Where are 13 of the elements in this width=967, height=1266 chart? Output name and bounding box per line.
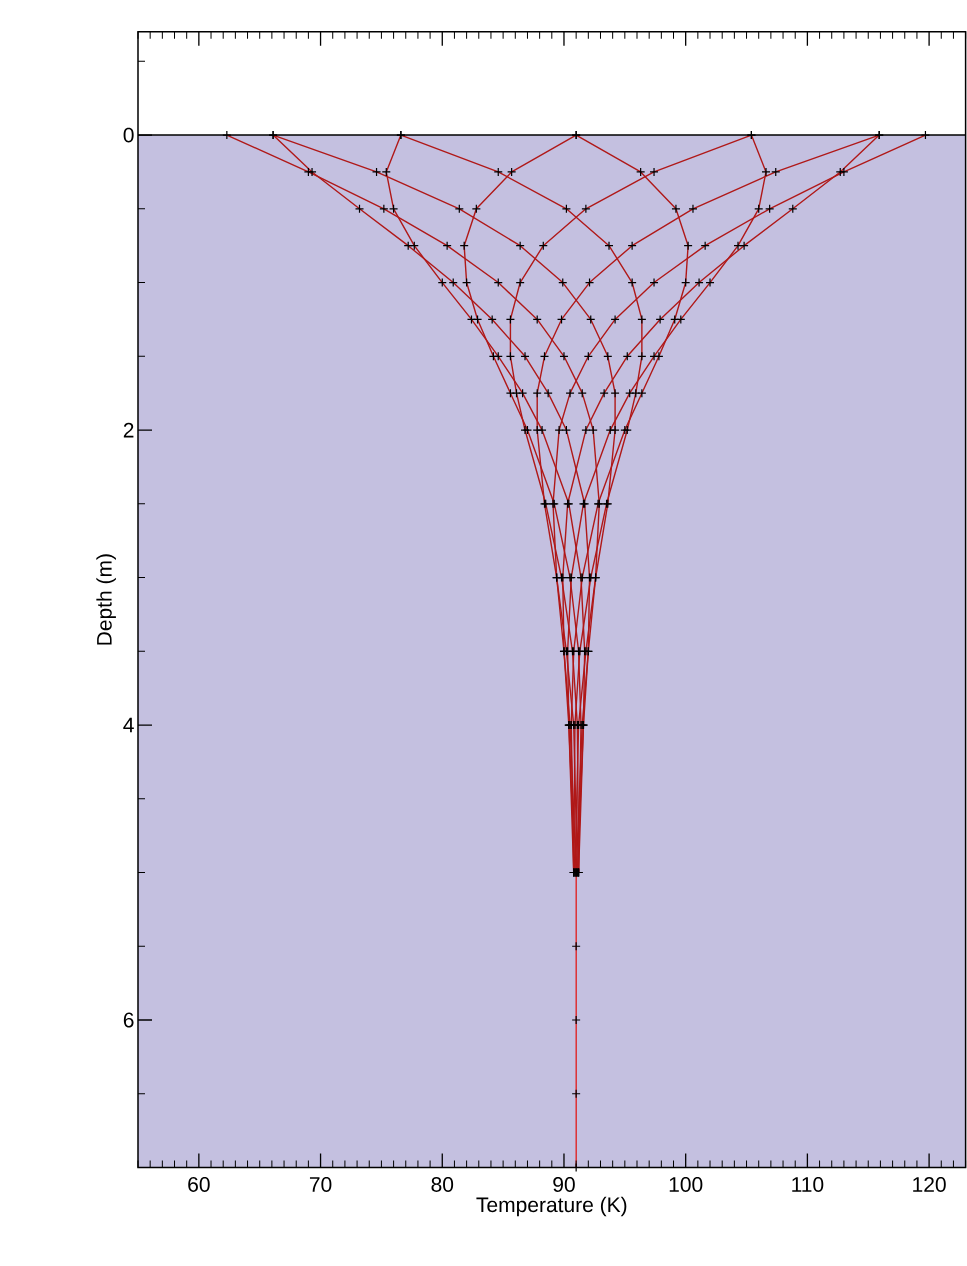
x-tick-label: 110 [792, 1177, 824, 1192]
x-tick-label: 100 [669, 1177, 703, 1192]
x-tick-label: 60 [188, 1177, 210, 1192]
x-axis-title: Temperature (K) [476, 1196, 627, 1217]
x-tick-label: 70 [309, 1177, 332, 1192]
y-tick-label: 4 [123, 717, 134, 733]
y-tick-label: 2 [123, 422, 134, 438]
y-tick-label: 0 [123, 127, 134, 143]
y-tick-label: 6 [123, 1012, 134, 1028]
x-tick-label: 80 [431, 1177, 454, 1192]
y-axis-title: Depth (m) [96, 554, 116, 645]
x-tick-label: 120 [913, 1177, 946, 1192]
x-tick-label: 90 [553, 1177, 575, 1192]
